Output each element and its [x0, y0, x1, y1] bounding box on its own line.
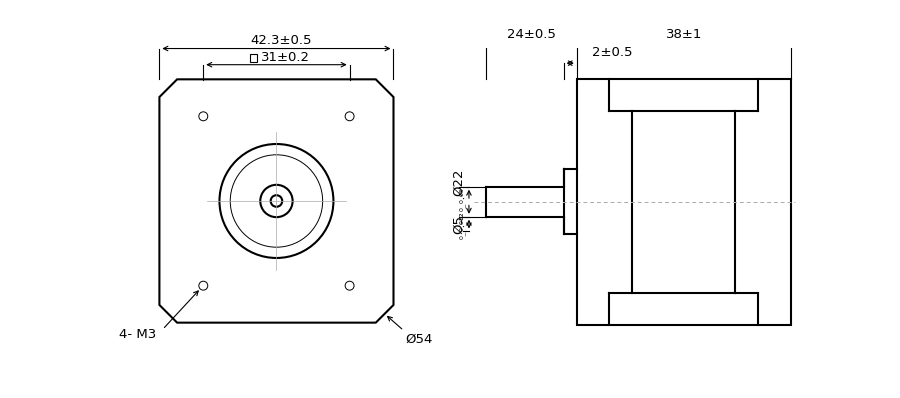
Text: ⁰₋⁰⋅⁰⁵: ⁰₋⁰⋅⁰⁵	[459, 187, 469, 211]
Text: Ø22: Ø22	[452, 169, 464, 196]
Text: 38±1: 38±1	[666, 28, 702, 41]
Bar	[249, 54, 256, 62]
Text: 4- M3: 4- M3	[120, 328, 157, 341]
Text: 24±0.5: 24±0.5	[507, 28, 556, 41]
Text: 42.3±0.5: 42.3±0.5	[251, 34, 312, 47]
Bar	[239, 37, 247, 44]
Text: 31±0.2: 31±0.2	[261, 51, 310, 64]
Bar	[577, 78, 791, 325]
Text: Ø54: Ø54	[405, 332, 433, 345]
Text: ⁰₋⁰⋅⁰¹²: ⁰₋⁰⋅⁰¹²	[459, 212, 469, 240]
Text: 2±0.5: 2±0.5	[592, 45, 633, 59]
Text: Ø5: Ø5	[452, 215, 464, 234]
